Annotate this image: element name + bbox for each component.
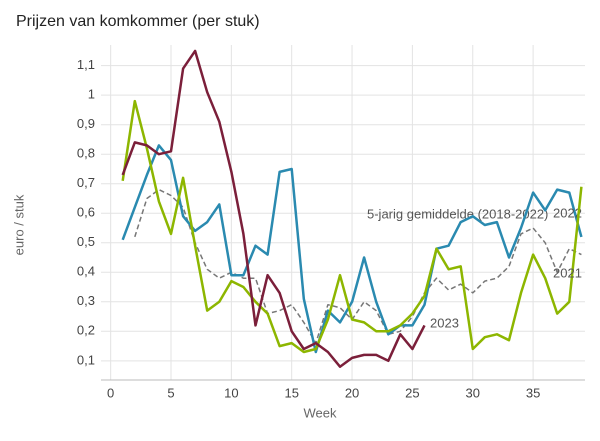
x-axis-title: Week	[304, 405, 337, 420]
x-tick-label: 30	[466, 385, 480, 400]
x-tick-label: 10	[224, 385, 238, 400]
y-tick-label: 1,1	[77, 57, 95, 72]
series-label: 2022	[553, 205, 582, 220]
series-label: 5-jarig gemiddelde (2018-2022)	[367, 206, 548, 221]
y-tick-label: 0,1	[77, 352, 95, 367]
x-tick-label: 25	[405, 385, 419, 400]
y-tick-label: 0,7	[77, 175, 95, 190]
series-label: 2023	[430, 315, 459, 330]
series-line	[134, 188, 582, 344]
series-line	[121, 144, 583, 354]
x-tick-label: 35	[526, 385, 540, 400]
chart-title: Prijzen van komkommer (per stuk)	[16, 13, 260, 30]
y-tick-label: 1	[88, 87, 95, 102]
y-tick-label: 0,2	[77, 323, 95, 338]
y-tick-label: 0,5	[77, 234, 95, 249]
x-tick-label: 5	[167, 385, 174, 400]
series-label: 2021	[553, 265, 582, 280]
y-axis-title: euro / stuk	[11, 194, 26, 255]
y-tick-label: 0,8	[77, 146, 95, 161]
y-tick-label: 0,9	[77, 116, 95, 131]
series-line	[121, 99, 583, 354]
x-tick-label: 0	[107, 385, 114, 400]
y-tick-label: 0,3	[77, 293, 95, 308]
x-tick-label: 15	[284, 385, 298, 400]
y-tick-label: 0,4	[77, 264, 95, 279]
x-tick-label: 20	[345, 385, 359, 400]
y-tick-label: 0,6	[77, 205, 95, 220]
series-line	[121, 49, 426, 368]
